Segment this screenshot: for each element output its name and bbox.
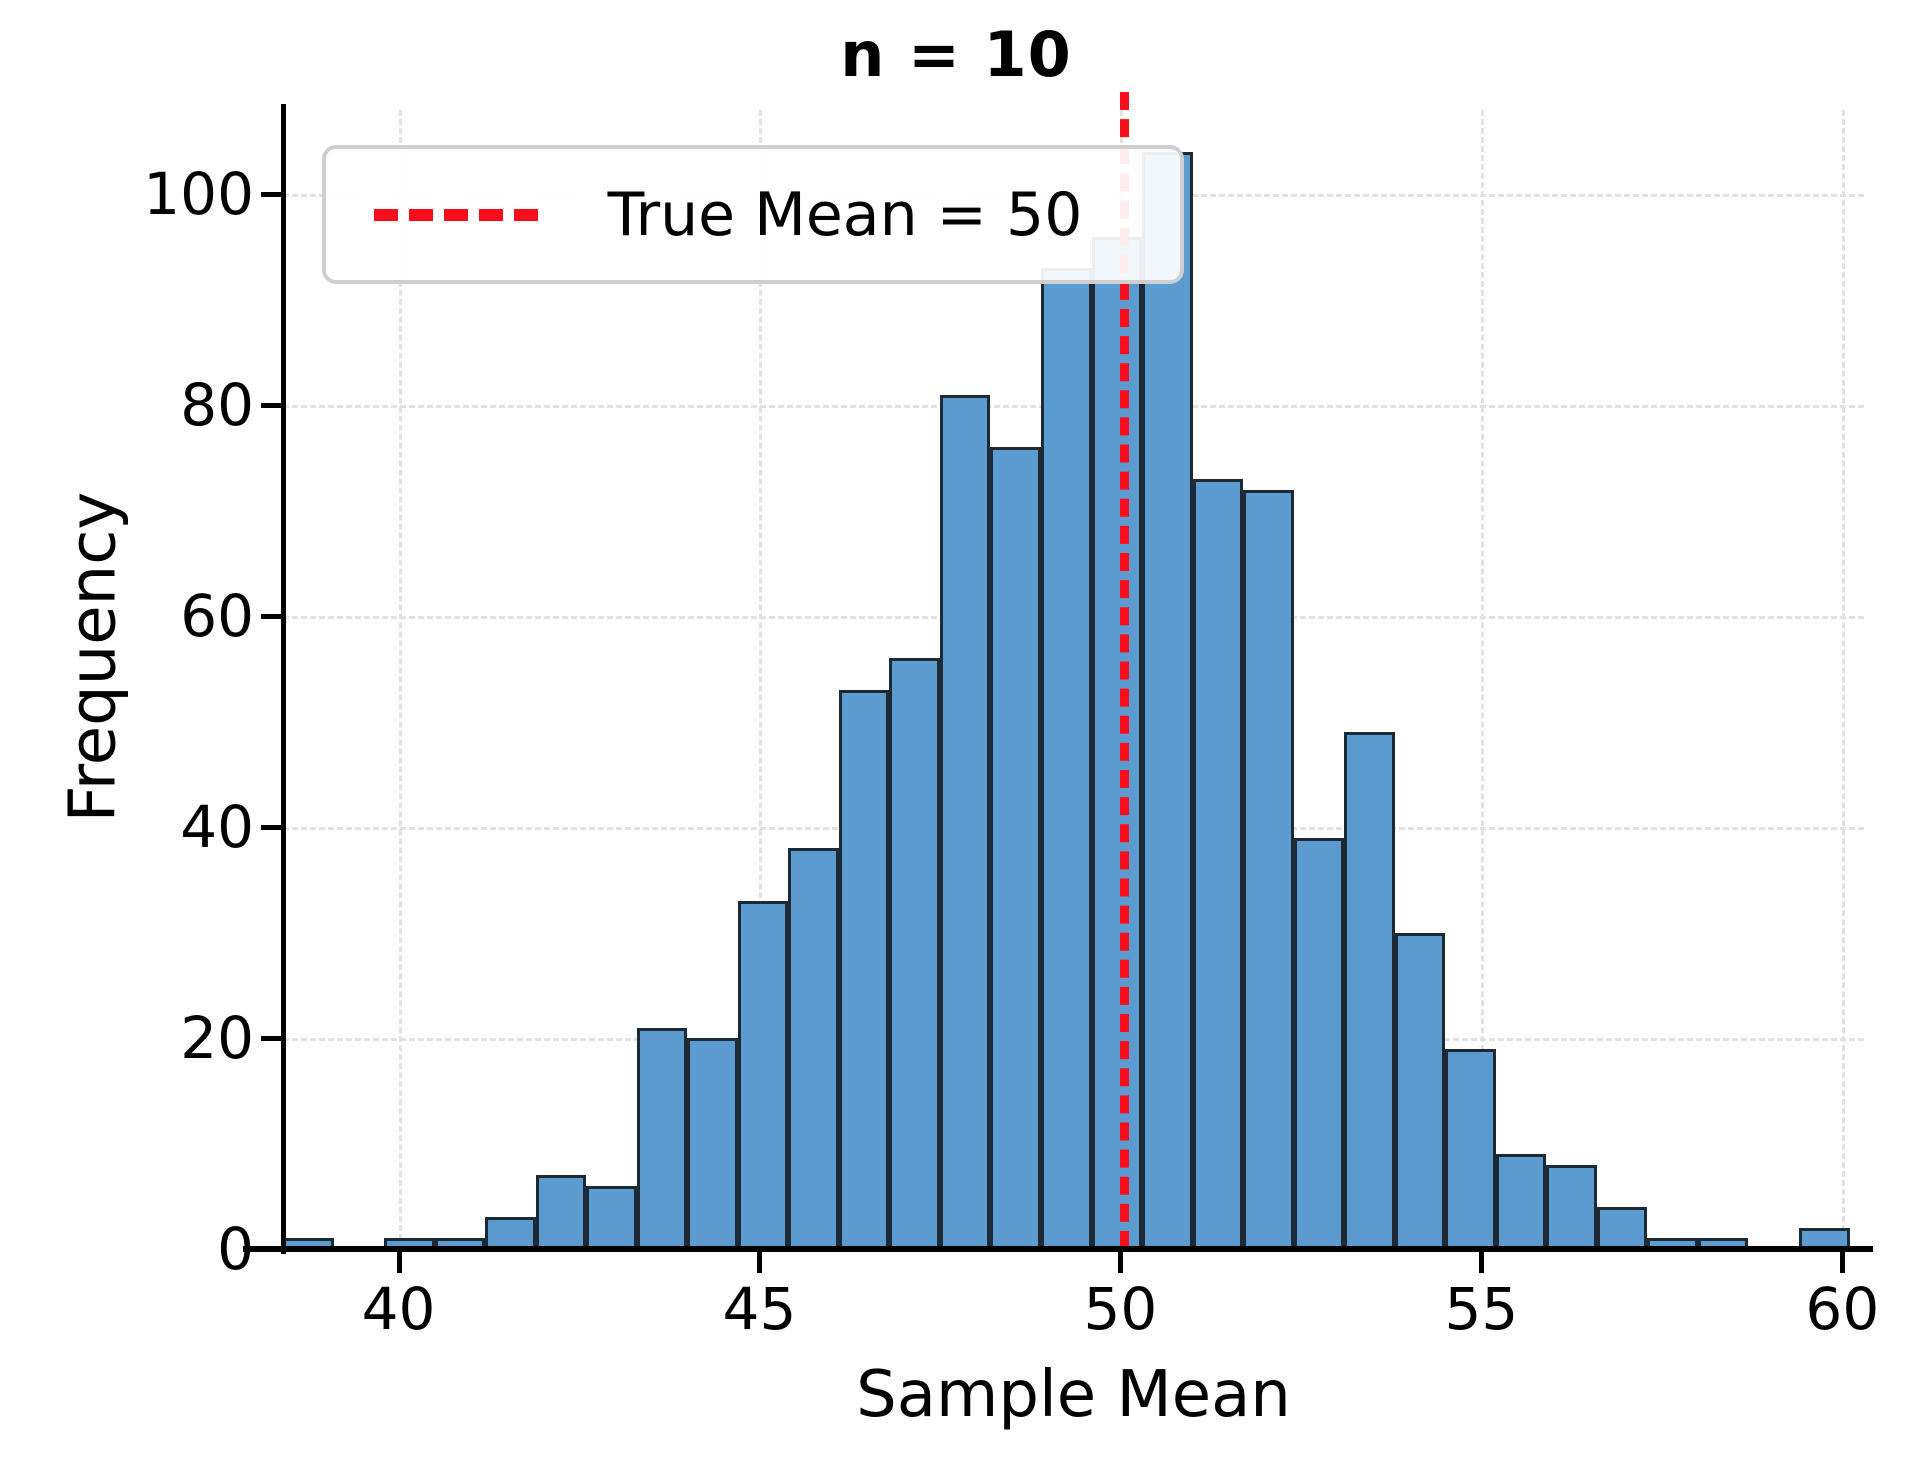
- y-tick-mark: [261, 403, 283, 409]
- y-axis-spine: [281, 104, 286, 1254]
- x-tick-mark: [396, 1251, 402, 1273]
- y-tick-label: 0: [217, 1215, 254, 1283]
- gridline-vertical: [759, 110, 763, 1249]
- histogram-bar: [1344, 732, 1395, 1249]
- x-tick-mark: [1840, 1251, 1846, 1273]
- y-tick-label: 20: [180, 1004, 254, 1073]
- histogram-bar: [1596, 1206, 1648, 1249]
- y-tick-label: 60: [180, 582, 254, 651]
- histogram-bar: [1142, 152, 1193, 1249]
- legend: True Mean = 50: [322, 145, 1184, 284]
- x-tick-mark: [1118, 1251, 1124, 1273]
- y-tick-label: 40: [180, 793, 254, 862]
- histogram-bar: [939, 394, 991, 1249]
- x-tick-label: 50: [1083, 1275, 1158, 1343]
- histogram-bar: [990, 447, 1041, 1249]
- histogram-bar: [737, 900, 789, 1249]
- x-tick-label: 40: [361, 1275, 436, 1343]
- histogram-bar: [636, 1027, 688, 1249]
- x-tick-label: 55: [1444, 1275, 1519, 1343]
- y-axis-label: Frequency: [56, 491, 131, 823]
- x-tick-mark: [757, 1251, 763, 1273]
- histogram-bar: [788, 848, 839, 1249]
- gridline-vertical: [1842, 110, 1846, 1249]
- legend-swatch-true-mean: [374, 208, 538, 221]
- y-tick-mark: [261, 825, 283, 831]
- gridline-vertical: [1481, 110, 1485, 1249]
- true-mean-annotation-layer: [283, 92, 1864, 1249]
- histogram-bar: [687, 1038, 738, 1249]
- histogram-bar: [1546, 1164, 1597, 1249]
- histogram-bar: [838, 690, 890, 1249]
- y-tick-mark: [261, 1036, 283, 1042]
- histogram-bars: [283, 110, 1864, 1249]
- chart-title: n = 10: [840, 18, 1072, 91]
- y-tick-label: 80: [180, 371, 254, 440]
- x-axis-label: Sample Mean: [856, 1358, 1291, 1432]
- true-mean-line: [1120, 92, 1130, 1249]
- y-tick-mark: [261, 614, 283, 620]
- x-tick-label: 45: [722, 1275, 797, 1343]
- gridline-vertical: [398, 110, 402, 1249]
- histogram-bar: [535, 1175, 587, 1249]
- x-tick-label: 60: [1805, 1275, 1880, 1343]
- y-tick-mark: [261, 192, 283, 198]
- histogram-bar: [889, 658, 940, 1249]
- histogram-bar: [1394, 932, 1446, 1249]
- x-axis-spine: [243, 1246, 1873, 1252]
- histogram-bar: [1192, 479, 1244, 1249]
- legend-label-true-mean: True Mean = 50: [607, 179, 1083, 250]
- histogram-bar: [1091, 236, 1143, 1249]
- plot-area: [283, 92, 1864, 1252]
- histogram-bar: [1293, 837, 1345, 1249]
- x-tick-mark: [1479, 1251, 1485, 1273]
- y-tick-label: 100: [143, 160, 254, 229]
- y-tick-mark: [261, 1247, 283, 1252]
- histogram-bar: [1243, 489, 1294, 1249]
